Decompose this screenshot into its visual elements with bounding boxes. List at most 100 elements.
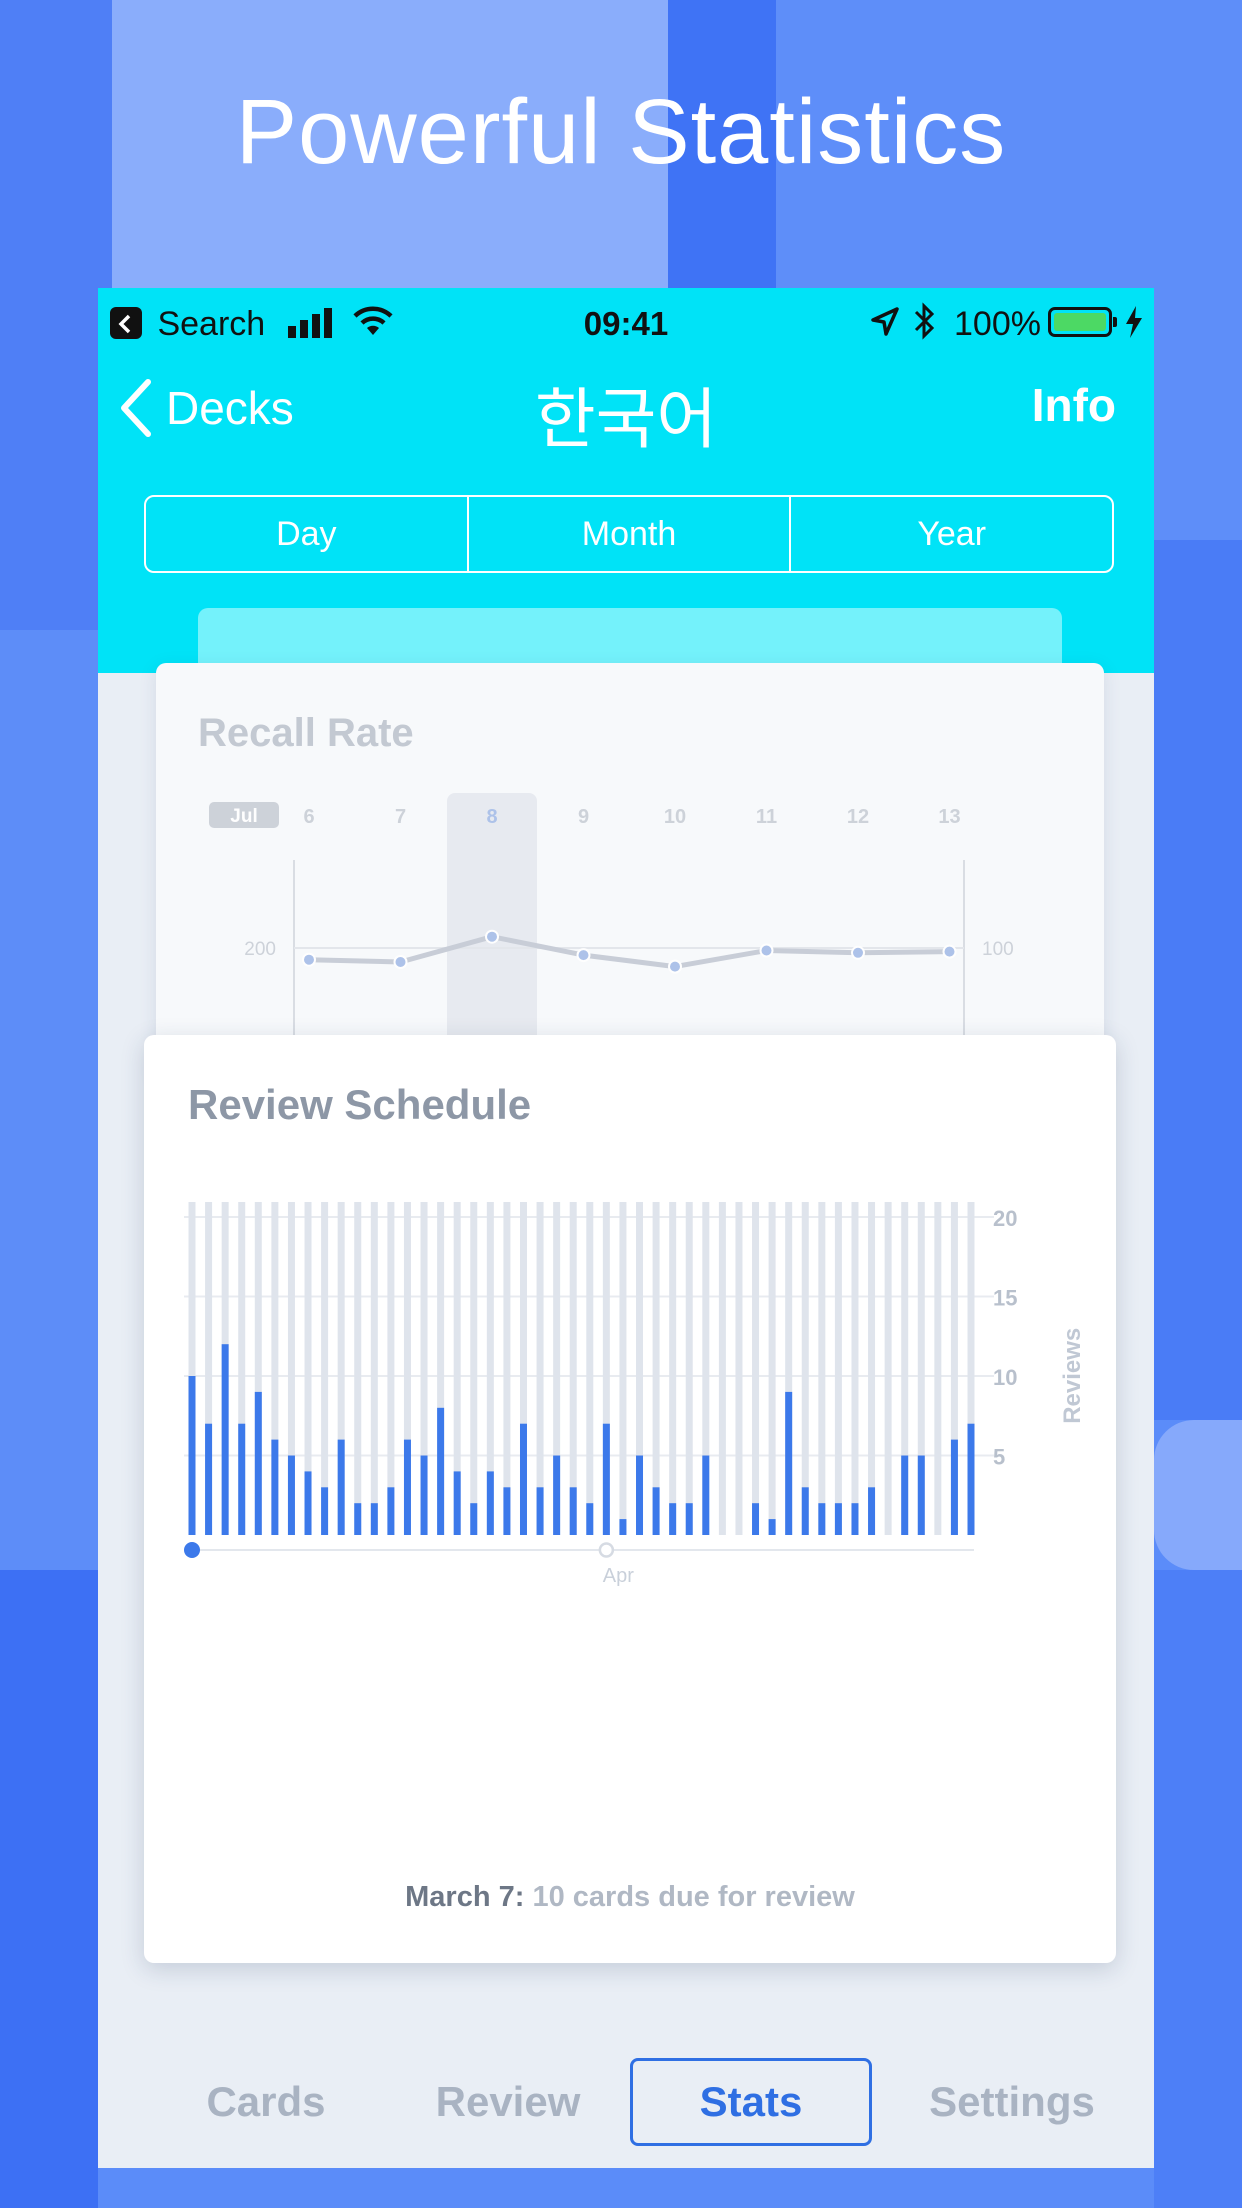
- schedule-bar-track: [818, 1202, 826, 1535]
- schedule-bar-track: [602, 1202, 610, 1535]
- schedule-bar: [901, 1455, 909, 1535]
- background-block: [112, 0, 668, 300]
- schedule-bar-track: [851, 1202, 859, 1535]
- wifi-icon: [353, 306, 393, 335]
- back-app-label: Search: [157, 305, 266, 343]
- schedule-bar-track: [652, 1202, 660, 1535]
- schedule-bar: [950, 1439, 958, 1535]
- schedule-y-tick-label: 10: [993, 1365, 1017, 1390]
- battery-tip: [1113, 317, 1117, 327]
- period-segmented-control: Day Month Year: [144, 495, 1114, 573]
- schedule-bar-track: [437, 1202, 445, 1535]
- schedule-bar-track: [735, 1202, 743, 1535]
- signal-icon: [288, 308, 332, 338]
- schedule-bar-track: [321, 1202, 329, 1535]
- recall-line: [308, 934, 950, 970]
- schedule-bar: [437, 1407, 445, 1535]
- schedule-bar-track: [420, 1202, 428, 1535]
- schedule-bar-track: [967, 1202, 975, 1535]
- charging-icon: [1126, 306, 1142, 338]
- schedule-bar: [205, 1423, 213, 1535]
- schedule-bar-track: [238, 1202, 246, 1535]
- recall-point: [485, 929, 499, 944]
- recall-point: [851, 945, 865, 960]
- schedule-bar: [370, 1503, 378, 1535]
- tab-stats[interactable]: Stats: [630, 2058, 872, 2146]
- schedule-bar: [818, 1503, 826, 1535]
- schedule-bar: [768, 1519, 776, 1535]
- schedule-bar: [486, 1471, 494, 1535]
- status-time: 09:41: [583, 305, 669, 342]
- schedule-bar: [652, 1487, 660, 1535]
- schedule-bar-track: [387, 1202, 395, 1535]
- schedule-bar-track: [453, 1202, 461, 1535]
- schedule-bar: [470, 1503, 478, 1535]
- schedule-bar-track: [470, 1202, 478, 1535]
- schedule-bar-track: [403, 1202, 411, 1535]
- review-schedule-title: Review Schedule: [188, 1081, 532, 1128]
- selected-day-caption: March 7: 10 cards due for review: [144, 1881, 1116, 1914]
- segment-year[interactable]: Year: [789, 497, 1112, 571]
- schedule-y-tick-label: 15: [993, 1286, 1017, 1311]
- schedule-bar-track: [254, 1202, 262, 1535]
- schedule-bar-track: [884, 1202, 892, 1535]
- back-app-icon: [110, 307, 142, 340]
- info-button[interactable]: Info: [1031, 379, 1116, 431]
- schedule-x-marker-label: Apr: [603, 1565, 634, 1587]
- page-title: 한국어: [534, 382, 718, 456]
- schedule-bar: [238, 1423, 246, 1535]
- schedule-bar: [403, 1439, 411, 1535]
- recall-x-tick-label: 6: [303, 806, 314, 828]
- schedule-bar-track: [271, 1202, 279, 1535]
- segment-day[interactable]: Day: [276, 514, 337, 553]
- schedule-bar-track: [950, 1202, 958, 1535]
- schedule-bar: [586, 1503, 594, 1535]
- schedule-bar-track: [718, 1202, 726, 1535]
- schedule-bar: [685, 1503, 693, 1535]
- schedule-bar: [785, 1391, 793, 1535]
- schedule-bar: [420, 1455, 428, 1535]
- recall-point: [759, 943, 774, 958]
- schedule-bar-track: [304, 1202, 312, 1535]
- schedule-bar: [221, 1344, 229, 1535]
- schedule-bar: [304, 1471, 312, 1535]
- recall-x-tick-label: 11: [756, 806, 777, 828]
- schedule-bar-track: [702, 1202, 710, 1535]
- schedule-bar: [354, 1503, 362, 1535]
- recall-x-tick-label: 10: [664, 806, 686, 828]
- status-back-app[interactable]: Search: [110, 302, 265, 346]
- battery-icon: [1048, 307, 1112, 337]
- tab-settings[interactable]: Settings: [929, 2078, 1095, 2125]
- schedule-bar: [254, 1391, 262, 1535]
- schedule-bar-track: [685, 1202, 693, 1535]
- schedule-bar-track: [934, 1202, 942, 1535]
- schedule-bar-track: [619, 1202, 627, 1535]
- schedule-bar-track: [188, 1202, 196, 1535]
- recall-point: [302, 952, 316, 967]
- schedule-selected-day-dot: [184, 1542, 200, 1558]
- segment-month[interactable]: Month: [466, 497, 790, 571]
- schedule-bar-track: [669, 1202, 677, 1535]
- tab-cards[interactable]: Cards: [206, 2078, 326, 2125]
- schedule-bar-track: [917, 1202, 925, 1535]
- recall-point: [393, 955, 408, 969]
- schedule-y-axis-title: Reviews: [1059, 1328, 1086, 1424]
- schedule-bar-track: [503, 1202, 511, 1535]
- caption-date: March 7:: [405, 1881, 525, 1913]
- tab-review[interactable]: Review: [435, 2078, 581, 2125]
- recall-point: [668, 959, 682, 974]
- back-button[interactable]: Decks: [118, 373, 294, 443]
- recall-left-tick: 200: [244, 939, 276, 960]
- recall-x-tick-label: 8: [486, 806, 497, 828]
- recall-month-label: Jul: [230, 806, 257, 827]
- recall-x-tick-label: 7: [395, 806, 406, 828]
- chevron-left-icon: [121, 379, 151, 437]
- phone-screen: Search 09:41 100% Decks 한국어 Info Day Mon…: [98, 288, 1154, 2168]
- tab-bar: Cards Review Stats Settings: [98, 2058, 1154, 2148]
- schedule-bar: [569, 1487, 577, 1535]
- schedule-bar-track: [569, 1202, 577, 1535]
- schedule-bar-track: [205, 1202, 213, 1535]
- schedule-bar: [503, 1487, 511, 1535]
- recall-x-tick-label: 13: [938, 806, 960, 828]
- schedule-bar: [453, 1471, 461, 1535]
